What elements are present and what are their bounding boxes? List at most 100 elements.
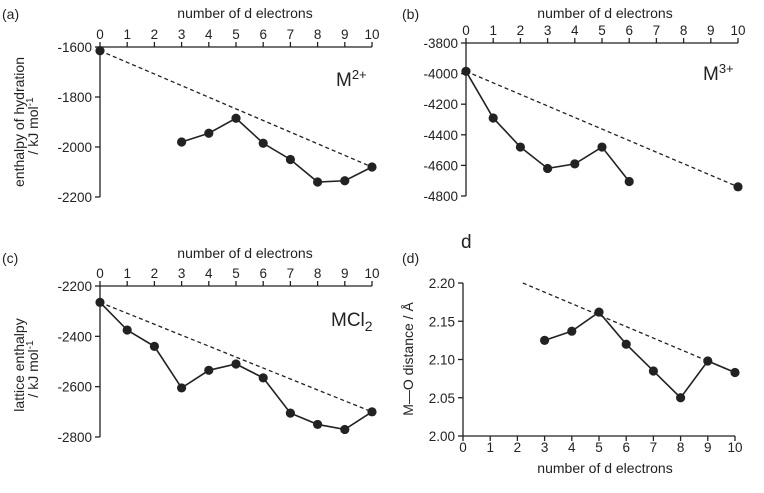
x-tick-label: 8 bbox=[680, 23, 688, 38]
data-point bbox=[177, 137, 187, 147]
data-point bbox=[515, 142, 526, 152]
data-line bbox=[544, 310, 736, 399]
species-label: M3+ bbox=[703, 61, 734, 85]
y-tick-label: 2.15 bbox=[429, 314, 455, 329]
species-label: d bbox=[461, 232, 472, 253]
y-tick-label: -2200 bbox=[57, 190, 92, 205]
data-point bbox=[648, 366, 659, 376]
x-tick-label: 9 bbox=[704, 440, 712, 455]
data-point bbox=[488, 113, 498, 123]
y-tick-label: -4000 bbox=[423, 67, 458, 82]
data-point bbox=[204, 365, 214, 375]
panel-letter: (a) bbox=[2, 6, 19, 22]
data-point bbox=[122, 325, 132, 335]
data-point bbox=[367, 407, 377, 417]
data-point bbox=[624, 176, 634, 187]
data-point bbox=[676, 393, 686, 403]
x-tick-label: 2 bbox=[151, 266, 159, 281]
x-tick-label: 8 bbox=[677, 440, 685, 455]
y-axis-title: M—O distance / Å bbox=[400, 302, 416, 416]
y-axis-title-line-2: / kJ mol bbox=[25, 106, 41, 154]
x-axis-title: number of d electrons bbox=[537, 5, 672, 21]
y-tick-label: 2.10 bbox=[429, 353, 455, 368]
data-point bbox=[149, 341, 159, 351]
x-tick-label: 1 bbox=[489, 23, 497, 38]
y-tick-label: -3800 bbox=[423, 36, 458, 51]
x-tick-label: 4 bbox=[205, 27, 213, 42]
x-tick-label: 1 bbox=[123, 266, 131, 281]
data-point bbox=[703, 356, 713, 366]
x-tick-label: 3 bbox=[178, 266, 186, 281]
y-tick-label: -1600 bbox=[57, 40, 92, 55]
x-tick-label: 4 bbox=[571, 23, 579, 38]
x-tick-label: 5 bbox=[232, 27, 240, 42]
x-tick-label: 0 bbox=[96, 266, 104, 281]
data-point bbox=[594, 307, 604, 317]
y-tick-label: -2400 bbox=[57, 329, 92, 344]
x-tick-label: 0 bbox=[459, 440, 467, 455]
data-point bbox=[313, 419, 323, 430]
x-tick-label: 10 bbox=[364, 266, 379, 281]
trend-line bbox=[522, 282, 736, 374]
panel-letter: (c) bbox=[2, 250, 18, 266]
x-tick-label: 3 bbox=[544, 23, 552, 38]
x-tick-label: 1 bbox=[486, 440, 494, 455]
species-base: M bbox=[703, 64, 719, 85]
y-axis-title-line-1: lattice enthalpy bbox=[11, 318, 27, 411]
panel-b: 0 1 2 3 4 5 6 7 8 9 10 -3800 -4000 -4200 -4400 -4600 -48… bbox=[402, 5, 746, 204]
data-point bbox=[285, 154, 295, 165]
x-tick-label: 4 bbox=[205, 266, 213, 281]
x-tick-label: 5 bbox=[595, 440, 603, 455]
data-point bbox=[543, 163, 553, 174]
x-tick-label: 0 bbox=[462, 23, 470, 38]
x-axis-title: number of d electrons bbox=[537, 460, 672, 476]
x-tick-label: 9 bbox=[341, 266, 349, 281]
x-axis-title: number of d electrons bbox=[177, 245, 312, 261]
panel-a: 0 1 2 3 4 5 6 7 8 9 10 -1600 -1800 -2000 -2200 number o… bbox=[2, 5, 380, 205]
x-tick-label: 9 bbox=[707, 23, 715, 38]
data-point bbox=[340, 424, 350, 435]
species-label: MCl2 bbox=[331, 310, 373, 334]
data-point bbox=[730, 367, 740, 378]
x-tick-label: 1 bbox=[123, 27, 131, 42]
x-tick-label: 8 bbox=[314, 27, 322, 42]
x-tick-label: 5 bbox=[598, 23, 606, 38]
y-axis-title: lattice enthalpy/ kJ mol-1 bbox=[11, 318, 41, 411]
x-tick-label: 9 bbox=[341, 27, 349, 42]
data-point bbox=[340, 176, 350, 186]
y-tick-label: 2.20 bbox=[429, 276, 455, 291]
x-axis-title: number of d electrons bbox=[177, 5, 312, 21]
x-tick-label: 4 bbox=[568, 440, 576, 455]
y-tick-label: -2800 bbox=[57, 430, 92, 445]
y-tick-label: -2000 bbox=[57, 140, 92, 155]
data-point bbox=[177, 383, 187, 393]
species-base: M bbox=[336, 70, 352, 91]
y-tick-label: -4800 bbox=[423, 189, 458, 204]
y-axis-title-line-1: enthalpy of hydration bbox=[11, 57, 27, 187]
x-tick-label: 3 bbox=[178, 27, 186, 42]
x-tick-label: 2 bbox=[517, 23, 525, 38]
x-tick-label: 0 bbox=[96, 27, 104, 42]
y-tick-label: 2.05 bbox=[429, 391, 455, 406]
x-tick-label: 2 bbox=[514, 440, 522, 455]
x-tick-label: 3 bbox=[541, 440, 549, 455]
species-subscript: 2 bbox=[365, 318, 373, 334]
y-tick-label: -1800 bbox=[57, 90, 92, 105]
y-tick-label: -4200 bbox=[423, 97, 458, 112]
data-point bbox=[258, 138, 268, 148]
x-tick-label: 7 bbox=[650, 440, 658, 455]
data-point bbox=[204, 128, 214, 138]
data-point bbox=[540, 335, 550, 345]
x-tick-label: 6 bbox=[625, 23, 633, 38]
x-tick-label: 5 bbox=[232, 266, 240, 281]
data-point bbox=[258, 373, 268, 383]
x-tick-label: 6 bbox=[259, 266, 267, 281]
y-axis-title: enthalpy of hydration/ kJ mol-1 bbox=[11, 57, 41, 187]
data-point bbox=[597, 142, 607, 152]
panel-letter: (d) bbox=[402, 250, 419, 266]
x-tick-label: 2 bbox=[151, 27, 159, 42]
data-point bbox=[570, 159, 580, 169]
x-tick-label: 8 bbox=[314, 266, 322, 281]
y-tick-label: 2.00 bbox=[429, 429, 455, 444]
